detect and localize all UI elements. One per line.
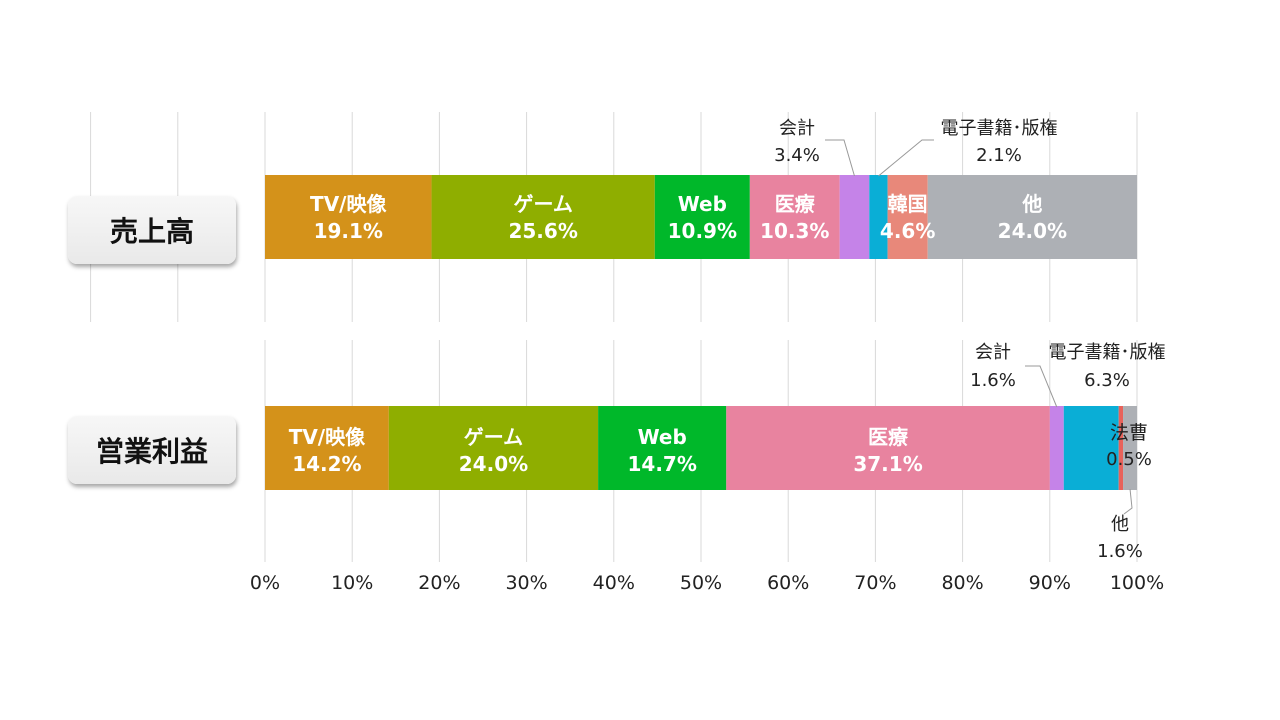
callout-label: 会計: [779, 118, 815, 139]
bar-segment: [388, 406, 599, 490]
callout-label: 他: [1111, 514, 1129, 535]
bar-segment: [1123, 406, 1137, 490]
segment-label: Web: [678, 192, 727, 216]
x-tick-label: 10%: [331, 572, 373, 594]
segment-label: 韓国: [888, 192, 928, 216]
callout-leader: [1025, 365, 1058, 408]
bar-segment: [749, 175, 840, 259]
segment-value-label: 10.9%: [668, 219, 737, 243]
segment-value-label: 37.1%: [853, 452, 922, 476]
callout-leader: [1123, 488, 1133, 515]
x-tick-label: 30%: [505, 572, 547, 594]
callout-leader: [878, 139, 934, 177]
callout-label: 電子書籍･版権: [1049, 342, 1166, 363]
callout-leader: [825, 139, 855, 177]
segment-label: TV/映像: [310, 192, 387, 216]
segment-value-label: 10.3%: [760, 219, 829, 243]
x-tick-label: 80%: [941, 572, 983, 594]
row-label-operating-profit: 営業利益: [68, 416, 236, 484]
x-tick-label: 70%: [854, 572, 896, 594]
callout-value-label: 3.4%: [774, 145, 820, 166]
callout-value-label: 1.6%: [1097, 541, 1143, 562]
segment-label: Web: [638, 425, 687, 449]
segment-label: 他: [1021, 192, 1042, 216]
bar-segment: [265, 175, 432, 259]
callout-label: 法曹: [1110, 422, 1148, 444]
x-tick-label: 20%: [418, 572, 460, 594]
segment-label: ゲーム: [513, 192, 572, 216]
segment-value-label: 25.6%: [508, 219, 577, 243]
bar-segment: [1118, 406, 1124, 490]
x-tick-label: 0%: [250, 572, 280, 594]
bar-segment: [431, 175, 655, 259]
x-tick-label: 40%: [593, 572, 635, 594]
bar-segment: [927, 175, 1137, 259]
bar-segment: [887, 175, 928, 259]
bar-segment: [869, 175, 888, 259]
bar-segment: [1049, 406, 1064, 490]
x-tick-label: 90%: [1029, 572, 1071, 594]
bar-segment: [654, 175, 750, 259]
segment-label: TV/映像: [289, 425, 366, 449]
callout-label: 会計: [975, 342, 1011, 363]
bar-segment: [265, 406, 389, 490]
segment-label: ゲーム: [464, 425, 523, 449]
callout-value-label: 0.5%: [1106, 449, 1152, 470]
segment-value-label: 14.2%: [292, 452, 361, 476]
callout-value-label: 2.1%: [976, 145, 1022, 166]
x-tick-label: 100%: [1110, 572, 1164, 594]
row-label-sales: 売上高: [68, 196, 236, 264]
bar-segment: [839, 175, 870, 259]
segment-value-label: 24.0%: [998, 219, 1067, 243]
callout-value-label: 1.6%: [970, 370, 1016, 391]
x-tick-label: 50%: [680, 572, 722, 594]
bar-segment: [598, 406, 727, 490]
segment-value-label: 4.6%: [880, 219, 935, 243]
callout-value-label: 6.3%: [1084, 370, 1130, 391]
segment-value-label: 14.7%: [628, 452, 697, 476]
segment-value-label: 24.0%: [459, 452, 528, 476]
segment-label: 医療: [775, 192, 815, 216]
callout-label: 電子書籍･版権: [941, 118, 1058, 139]
bar-segment: [726, 406, 1050, 490]
segment-label: 医療: [868, 425, 908, 449]
x-tick-label: 60%: [767, 572, 809, 594]
bar-segment: [1063, 406, 1119, 490]
segment-value-label: 19.1%: [314, 219, 383, 243]
